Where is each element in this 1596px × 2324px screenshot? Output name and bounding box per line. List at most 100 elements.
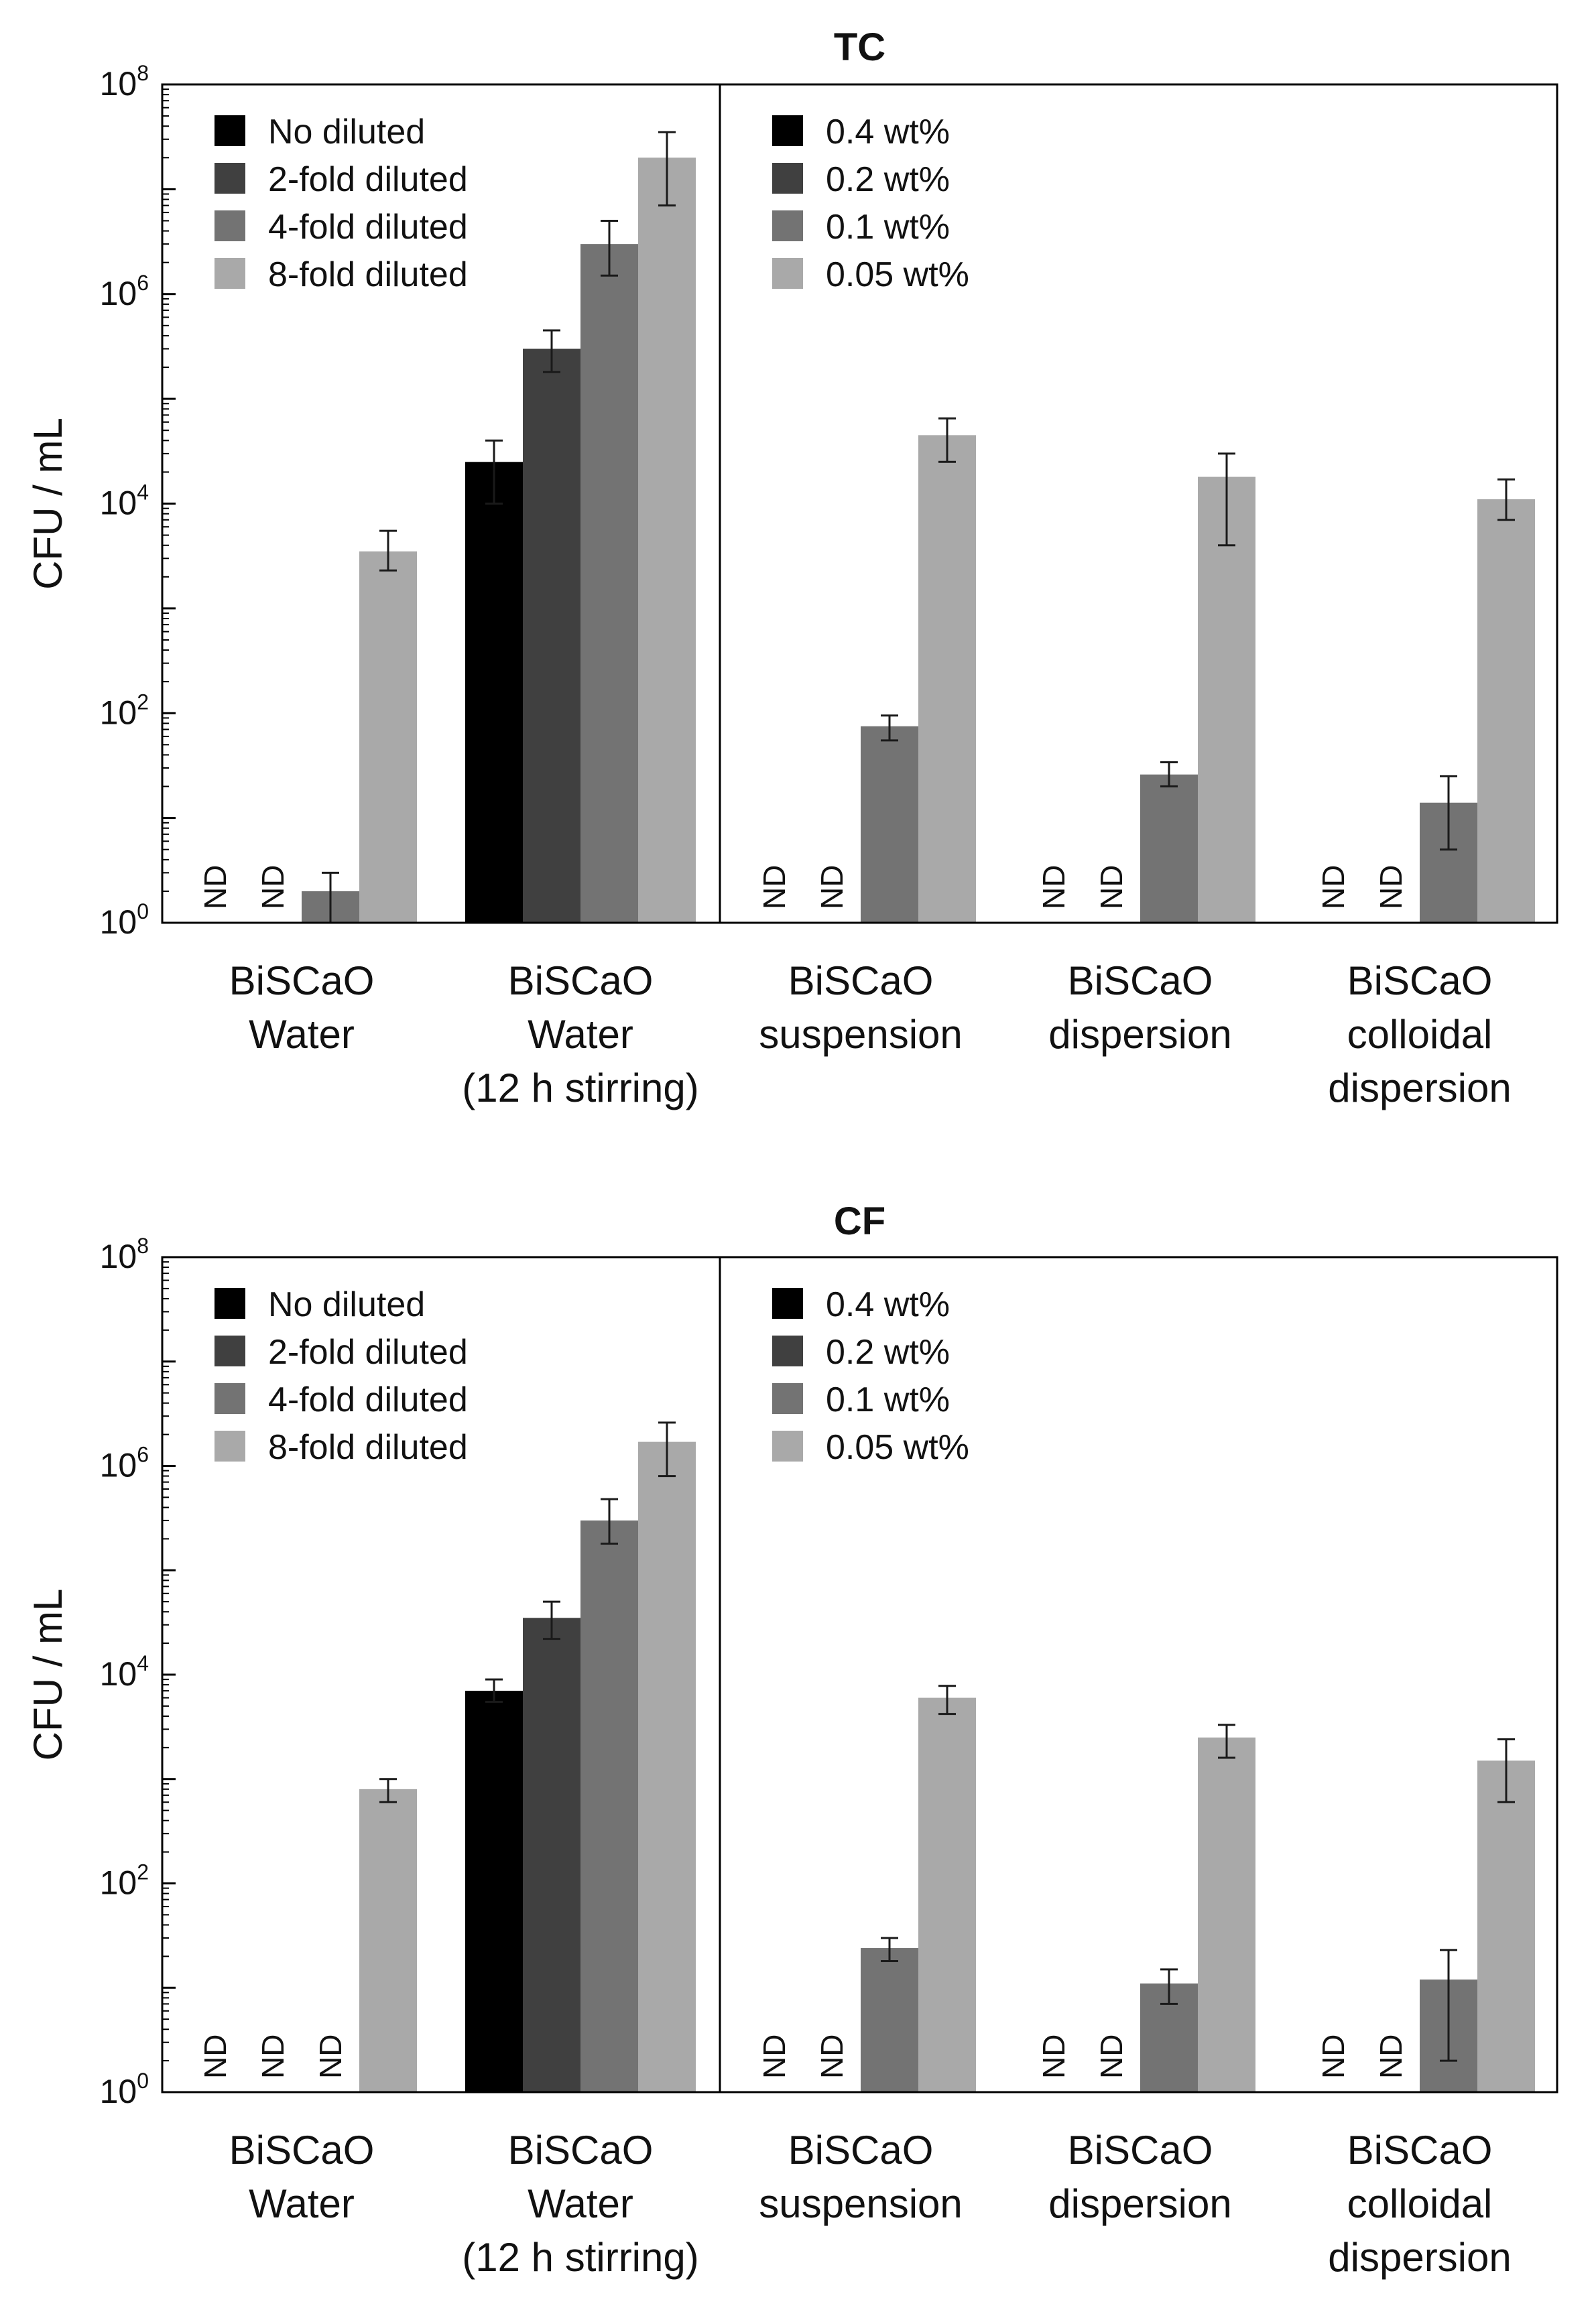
category-label: colloidal	[1347, 1012, 1493, 1057]
category-label: BiSCaO	[1347, 2128, 1493, 2173]
y-tick-label: 104	[100, 480, 149, 522]
legend-swatch	[772, 210, 803, 241]
error-bar	[1218, 452, 1235, 547]
bar	[359, 1789, 417, 2092]
bar-group: ND ND BiSCaO Water	[198, 529, 417, 1057]
y-tick-label: 108	[100, 1234, 149, 1275]
category-label: Water	[528, 2181, 633, 2226]
bar-group: ND ND BiSCaO dispersion	[1036, 1724, 1255, 2226]
chart-title: CF	[834, 1200, 885, 1243]
legend-swatch	[772, 163, 803, 194]
error-bar	[1160, 1968, 1178, 2005]
bar	[1198, 476, 1255, 923]
panel-1: 0.4 wt% 0.2 wt% 0.1 wt% 0.05 wt% ND ND BiSCaO s…	[757, 113, 1535, 1110]
y-axis-label: CFU / mL	[25, 417, 70, 590]
category-label: (12 h stirring)	[462, 2235, 698, 2280]
nd-label: ND	[313, 2035, 348, 2079]
bar	[580, 244, 638, 923]
category-label: dispersion	[1328, 2235, 1512, 2280]
bar	[465, 462, 523, 923]
error-bar	[1497, 478, 1515, 521]
bar-group: ND ND BiSCaO colloidal dispersion	[1316, 478, 1535, 1110]
error-bar	[1497, 1738, 1515, 1803]
y-tick-label: 106	[100, 1443, 149, 1484]
panel-1: 0.4 wt% 0.2 wt% 0.1 wt% 0.05 wt% ND ND BiSCaO s…	[757, 1285, 1535, 2280]
legend-swatch	[214, 1336, 245, 1366]
legend-swatch	[772, 1288, 803, 1319]
legend-entry: 8-fold diluted	[268, 255, 468, 294]
bar	[638, 1441, 696, 2092]
category-label: suspension	[759, 1012, 963, 1057]
legend-swatch	[214, 163, 245, 194]
y-tick-label: 108	[100, 61, 149, 103]
chart-0: TC CFU / mL 100 102 104 106 108 No diluted 2-fol…	[25, 25, 1558, 1110]
bar-group: BiSCaO Water (12 h stirring)	[462, 131, 699, 1110]
nd-label: ND	[757, 2035, 792, 2079]
category-label: dispersion	[1048, 2181, 1232, 2226]
legend-swatch	[214, 1431, 245, 1462]
y-tick-label: 100	[100, 2069, 149, 2110]
bar-group: ND ND ND BiSCaO Water	[198, 1778, 417, 2226]
bar	[1140, 774, 1198, 923]
legend-entry: 0.2 wt%	[826, 160, 950, 199]
nd-label: ND	[1373, 865, 1408, 909]
nd-label: ND	[814, 2035, 849, 2079]
category-label: dispersion	[1328, 1066, 1512, 1110]
y-ticks: 100 102 104 106 108	[100, 61, 176, 941]
category-label: suspension	[759, 2181, 963, 2226]
legend-entry: 0.05 wt%	[826, 1428, 969, 1467]
legend-entry: 8-fold diluted	[268, 1428, 468, 1467]
legend-entry: 4-fold diluted	[268, 1380, 468, 1419]
category-label: BiSCaO	[1068, 2128, 1213, 2173]
bar	[861, 1948, 918, 2092]
bar-group: ND ND BiSCaO dispersion	[1036, 452, 1255, 1057]
y-tick-label: 106	[100, 271, 149, 312]
y-tick-label: 102	[100, 1860, 149, 1902]
nd-label: ND	[1036, 2035, 1071, 2079]
error-bar	[1440, 775, 1457, 851]
bar-group: BiSCaO Water (12 h stirring)	[462, 1421, 699, 2280]
legend-swatch	[772, 1431, 803, 1462]
category-label: (12 h stirring)	[462, 1066, 698, 1110]
legend-swatch	[214, 1288, 245, 1319]
chart-1: CF CFU / mL 100 102 104 106 108 No diluted 2-fol…	[25, 1200, 1558, 2280]
bar	[918, 435, 976, 923]
chart-title: TC	[834, 25, 885, 69]
nd-label: ND	[1036, 865, 1071, 909]
nd-label: ND	[757, 865, 792, 909]
bar	[861, 726, 918, 923]
bar-group: ND ND BiSCaO suspension	[757, 1685, 976, 2226]
error-bar	[485, 1678, 503, 1703]
error-bar	[601, 219, 618, 277]
legend-entry: 0.05 wt%	[826, 255, 969, 294]
error-bar	[1440, 1949, 1457, 2062]
plot-frame	[161, 1256, 1558, 2093]
bar	[1198, 1737, 1255, 2092]
bar	[523, 1618, 580, 2092]
y-tick-label: 102	[100, 690, 149, 731]
category-label: BiSCaO	[788, 958, 934, 1003]
nd-label: ND	[198, 2035, 233, 2079]
legend-swatch	[214, 210, 245, 241]
legend-entry: 0.2 wt%	[826, 1333, 950, 1372]
category-label: Water	[249, 2181, 355, 2226]
legend-entry: 2-fold diluted	[268, 1333, 468, 1372]
error-bar	[543, 1600, 560, 1640]
plot-frame	[161, 83, 1558, 924]
category-label: BiSCaO	[1068, 958, 1213, 1003]
nd-label: ND	[1373, 2035, 1408, 2079]
error-bar	[379, 1778, 397, 1803]
nd-label: ND	[1094, 2035, 1129, 2079]
legend-swatch	[772, 258, 803, 289]
bar	[580, 1520, 638, 2092]
panel-0: No diluted 2-fold diluted 4-fold diluted 8-…	[198, 1285, 699, 2280]
bar	[1477, 1760, 1535, 2092]
y-axis-label: CFU / mL	[25, 1589, 70, 1761]
legend-swatch	[214, 115, 245, 146]
error-bar	[658, 131, 676, 207]
legend-swatch	[214, 1383, 245, 1414]
nd-label: ND	[1316, 865, 1351, 909]
panel-0: No diluted 2-fold diluted 4-fold diluted 8-…	[198, 113, 699, 1110]
legend-swatch	[772, 1383, 803, 1414]
nd-label: ND	[255, 865, 290, 909]
